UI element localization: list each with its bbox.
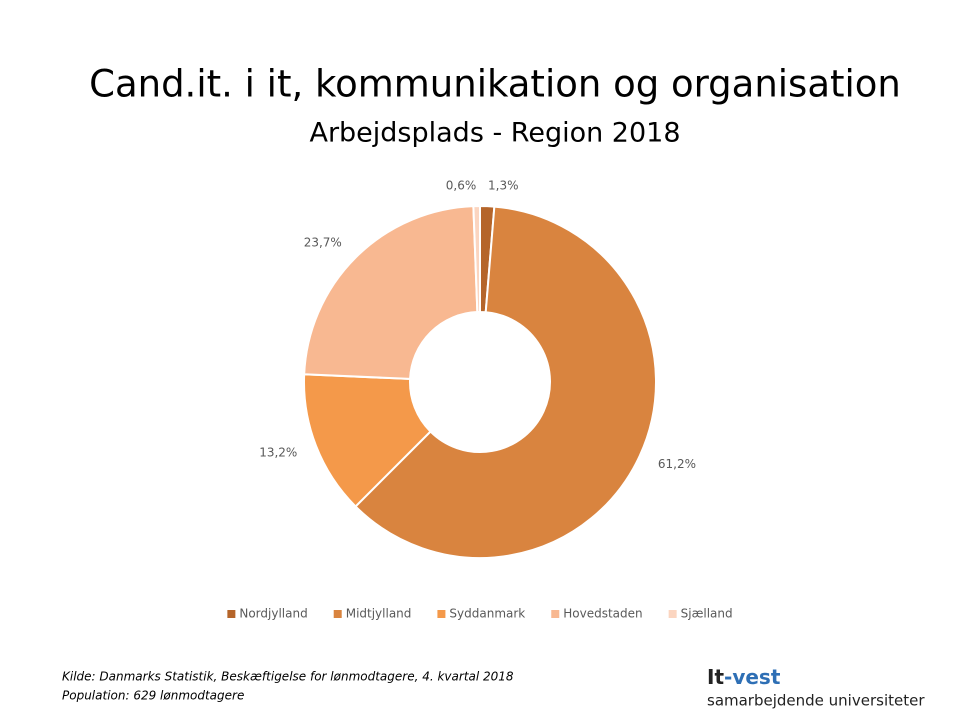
subtitle: Arbejdsplads - Region 2018 (309, 118, 680, 149)
legend-swatch (333, 610, 342, 618)
legend-item: Nordjylland (227, 607, 308, 621)
slice (303, 373, 432, 508)
legend-item: Syddanmark (437, 607, 525, 621)
legend: Nordjylland Midtjylland Syddanmark Hovedsta… (227, 607, 733, 621)
legend-swatch (437, 610, 446, 618)
data-label: 61,2% (658, 457, 696, 471)
legend-item: Midtjylland (333, 607, 412, 621)
legend-item: Hovedstaden (551, 607, 643, 621)
legend-label: Nordjylland (239, 607, 307, 621)
logo-part: -vest (724, 665, 781, 689)
legend-label: Sjælland (681, 607, 733, 621)
legend-swatch (668, 610, 677, 618)
logo-part: It (707, 665, 724, 689)
title: Cand.it. i it, kommunikation og organisa… (89, 63, 901, 106)
legend-item: Sjælland (668, 607, 733, 621)
slice (472, 204, 481, 314)
data-label: 23,7% (304, 235, 342, 249)
data-label: 1,3% (488, 179, 519, 193)
legend-label: Syddanmark (449, 607, 525, 621)
data-label: 0,6% (446, 179, 477, 193)
legend-swatch (227, 610, 236, 618)
legend-label: Hovedstaden (563, 607, 642, 621)
logo: It-vest (707, 665, 781, 689)
legend-swatch (551, 610, 560, 618)
source-note: Kilde: Danmarks Statistik, Beskæftigelse… (62, 670, 514, 684)
slice (354, 205, 657, 559)
donut: 1,3% 61,2% 13,2% 23,7% 0,6% (259, 179, 696, 559)
population-note: Population: 629 lønmodtagere (62, 689, 244, 703)
legend-label: Midtjylland (346, 607, 412, 621)
data-label: 13,2% (259, 446, 297, 460)
logo-tagline: samarbejdende universiteter (707, 692, 925, 710)
slice (303, 205, 479, 380)
